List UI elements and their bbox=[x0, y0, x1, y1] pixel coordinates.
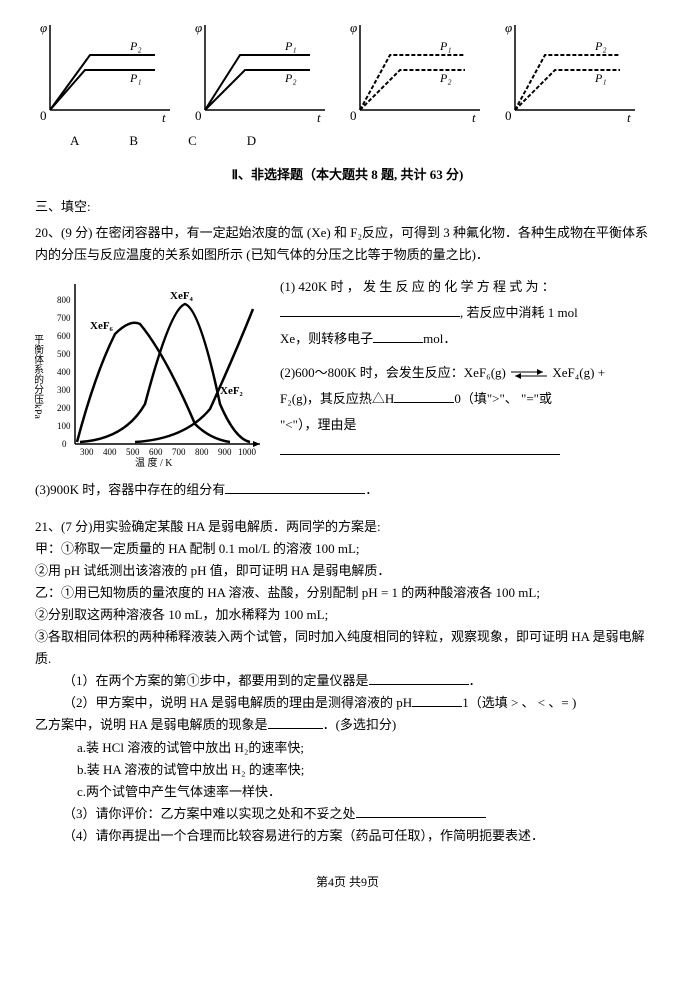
top-charts-row: φ t 0 P₂ P₁ φ t 0 P₁ P₂ φ t 0 P₁ bbox=[35, 20, 660, 125]
chart-a: φ t 0 P₂ P₁ bbox=[35, 20, 175, 125]
q21-opt-b: b.装 HA 溶液的试管中放出 H₂ 的速率快; bbox=[77, 759, 660, 781]
q20-p1d: mol． bbox=[423, 331, 456, 346]
q21-jia1: 甲：①称取一定质量的 HA 配制 0.1 mol/L 的溶液 100 mL; bbox=[35, 538, 660, 560]
q20-p3end: ． bbox=[365, 482, 378, 497]
page-footer: 第4页 共9页 bbox=[35, 872, 660, 892]
svg-text:300: 300 bbox=[57, 385, 71, 395]
svg-text:t: t bbox=[627, 110, 631, 125]
label-a: A bbox=[70, 130, 79, 152]
svg-text:平衡体系的分压kPa: 平衡体系的分压kPa bbox=[35, 334, 44, 420]
chart-option-labels: A B C D bbox=[70, 130, 660, 152]
svg-text:500: 500 bbox=[57, 349, 71, 359]
svg-text:700: 700 bbox=[172, 447, 186, 457]
svg-text:0: 0 bbox=[62, 439, 67, 449]
q21-opt-c: c.两个试管中产生气体速率一样快． bbox=[77, 781, 660, 803]
svg-text:P₂: P₂ bbox=[594, 39, 607, 53]
q21-s2d: ．(多选扣分) bbox=[323, 717, 397, 732]
chart-c: φ t 0 P₁ P₂ bbox=[345, 20, 485, 125]
q20-p1c: Xe，则转移电子 bbox=[280, 331, 373, 346]
svg-text:500: 500 bbox=[126, 447, 140, 457]
chart-d: φ t 0 P₂ P₁ bbox=[500, 20, 640, 125]
q21-s3: （3）请你评价：乙方案中难以实现之处和不妥之处 bbox=[63, 806, 356, 821]
svg-text:1000: 1000 bbox=[238, 447, 257, 457]
svg-text:φ: φ bbox=[195, 20, 202, 35]
svg-text:300: 300 bbox=[80, 447, 94, 457]
q20-p2c: F₂(g)，其反应热△H bbox=[280, 391, 394, 406]
q21-jia2: ②用 pH 试纸测出该溶液的 pH 值，即可证明 HA 是弱电解质． bbox=[35, 560, 660, 582]
q20-p1a: (1) 420K 时 ， 发 生 反 应 的 化 学 方 程 式 为 ： bbox=[280, 279, 555, 294]
question-20: 20、(9 分) 在密闭容器中，有一定起始浓度的氙 (Xe) 和 F₂反应，可得… bbox=[35, 222, 660, 501]
svg-text:0: 0 bbox=[195, 108, 202, 123]
q20-p1b: , 若反应中消耗 1 mol bbox=[460, 305, 578, 320]
svg-text:100: 100 bbox=[57, 421, 71, 431]
svg-text:XeF₆: XeF₆ bbox=[90, 320, 114, 332]
svg-text:900: 900 bbox=[218, 447, 232, 457]
section-title: Ⅱ、非选择题（本大题共 8 题, 共计 63 分) bbox=[35, 164, 660, 186]
svg-text:P₁: P₁ bbox=[439, 39, 452, 53]
q21-yi3: ③各取相同体积的两种稀释液装入两个试管，同时加入纯度相同的锌粒，观察现象，即可证… bbox=[35, 626, 660, 670]
svg-text:φ: φ bbox=[350, 20, 357, 35]
svg-text:400: 400 bbox=[57, 367, 71, 377]
q20-intro: 20、(9 分) 在密闭容器中，有一定起始浓度的氙 (Xe) 和 F₂反应，可得… bbox=[35, 222, 660, 266]
svg-text:t: t bbox=[162, 110, 166, 125]
svg-text:800: 800 bbox=[57, 295, 71, 305]
q20-p2d: 0（填">"、 "="或 bbox=[454, 391, 552, 406]
equilibrium-arrow-icon bbox=[509, 368, 549, 380]
q21-s2a: （2）甲方案中，说明 HA 是弱电解质的理由是测得溶液的 pH bbox=[63, 695, 412, 710]
svg-text:P₁: P₁ bbox=[129, 71, 142, 85]
svg-text:600: 600 bbox=[57, 331, 71, 341]
q20-p3: (3)900K 时，容器中存在的组分有 bbox=[35, 482, 225, 497]
svg-text:P₂: P₂ bbox=[129, 39, 142, 53]
svg-text:P₂: P₂ bbox=[439, 71, 452, 85]
svg-text:400: 400 bbox=[103, 447, 117, 457]
svg-text:φ: φ bbox=[40, 20, 47, 35]
question-21: 21、(7 分)用实验确定某酸 HA 是弱电解质．两同学的方案是: 甲：①称取一… bbox=[35, 516, 660, 847]
q21-opt-a: a.装 HCl 溶液的试管中放出 H₂的速率快; bbox=[77, 737, 660, 759]
label-d: D bbox=[247, 130, 256, 152]
svg-text:温 度 / K: 温 度 / K bbox=[135, 456, 173, 469]
q21-yi2: ②分别取这两种溶液各 10 mL，加水稀释为 100 mL; bbox=[35, 604, 660, 626]
q21-intro: 21、(7 分)用实验确定某酸 HA 是弱电解质．两同学的方案是: bbox=[35, 516, 660, 538]
svg-text:600: 600 bbox=[149, 447, 163, 457]
svg-text:t: t bbox=[317, 110, 321, 125]
q21-s2b: 1（选填 > 、 < 、= ) bbox=[462, 695, 576, 710]
q21-yi1: 乙：①用已知物质的量浓度的 HA 溶液、盐酸，分别配制 pH = 1 的两种酸溶… bbox=[35, 582, 660, 604]
svg-text:800: 800 bbox=[195, 447, 209, 457]
q20-chart: 0 100 200 300 400 500 600 700 800 300 40… bbox=[35, 274, 270, 469]
q21-s1end: ． bbox=[469, 673, 482, 688]
q21-s1: （1）在两个方案的第①步中，都要用到的定量仪器是 bbox=[63, 673, 369, 688]
label-c: C bbox=[188, 130, 197, 152]
svg-text:0: 0 bbox=[505, 108, 512, 123]
svg-text:φ: φ bbox=[505, 20, 512, 35]
svg-text:0: 0 bbox=[350, 108, 357, 123]
label-b: B bbox=[129, 130, 138, 152]
svg-text:200: 200 bbox=[57, 403, 71, 413]
svg-text:700: 700 bbox=[57, 313, 71, 323]
svg-text:0: 0 bbox=[40, 108, 47, 123]
q20-right-text: (1) 420K 时 ， 发 生 反 应 的 化 学 方 程 式 为 ： , 若… bbox=[280, 274, 660, 469]
svg-text:P₂: P₂ bbox=[284, 71, 297, 85]
q21-s2c: 乙方案中，说明 HA 是弱电解质的现象是 bbox=[35, 717, 268, 732]
q20-p2e: "<"），理由是 bbox=[280, 417, 356, 432]
q21-s4: （4）请你再提出一个合理而比较容易进行的方案（药品可任取），作简明扼要表述． bbox=[63, 825, 660, 847]
svg-text:XeF₂: XeF₂ bbox=[220, 385, 244, 397]
svg-text:t: t bbox=[472, 110, 476, 125]
heading-3: 三、填空: bbox=[35, 196, 660, 218]
q20-p2b: XeF₄(g) + bbox=[552, 365, 605, 380]
svg-text:XeF₄: XeF₄ bbox=[170, 290, 194, 302]
svg-text:P₁: P₁ bbox=[594, 71, 607, 85]
q20-p2a: (2)600～800K 时，会发生反应：XeF₆(g) bbox=[280, 365, 506, 380]
chart-b: φ t 0 P₁ P₂ bbox=[190, 20, 330, 125]
svg-text:P₁: P₁ bbox=[284, 39, 297, 53]
